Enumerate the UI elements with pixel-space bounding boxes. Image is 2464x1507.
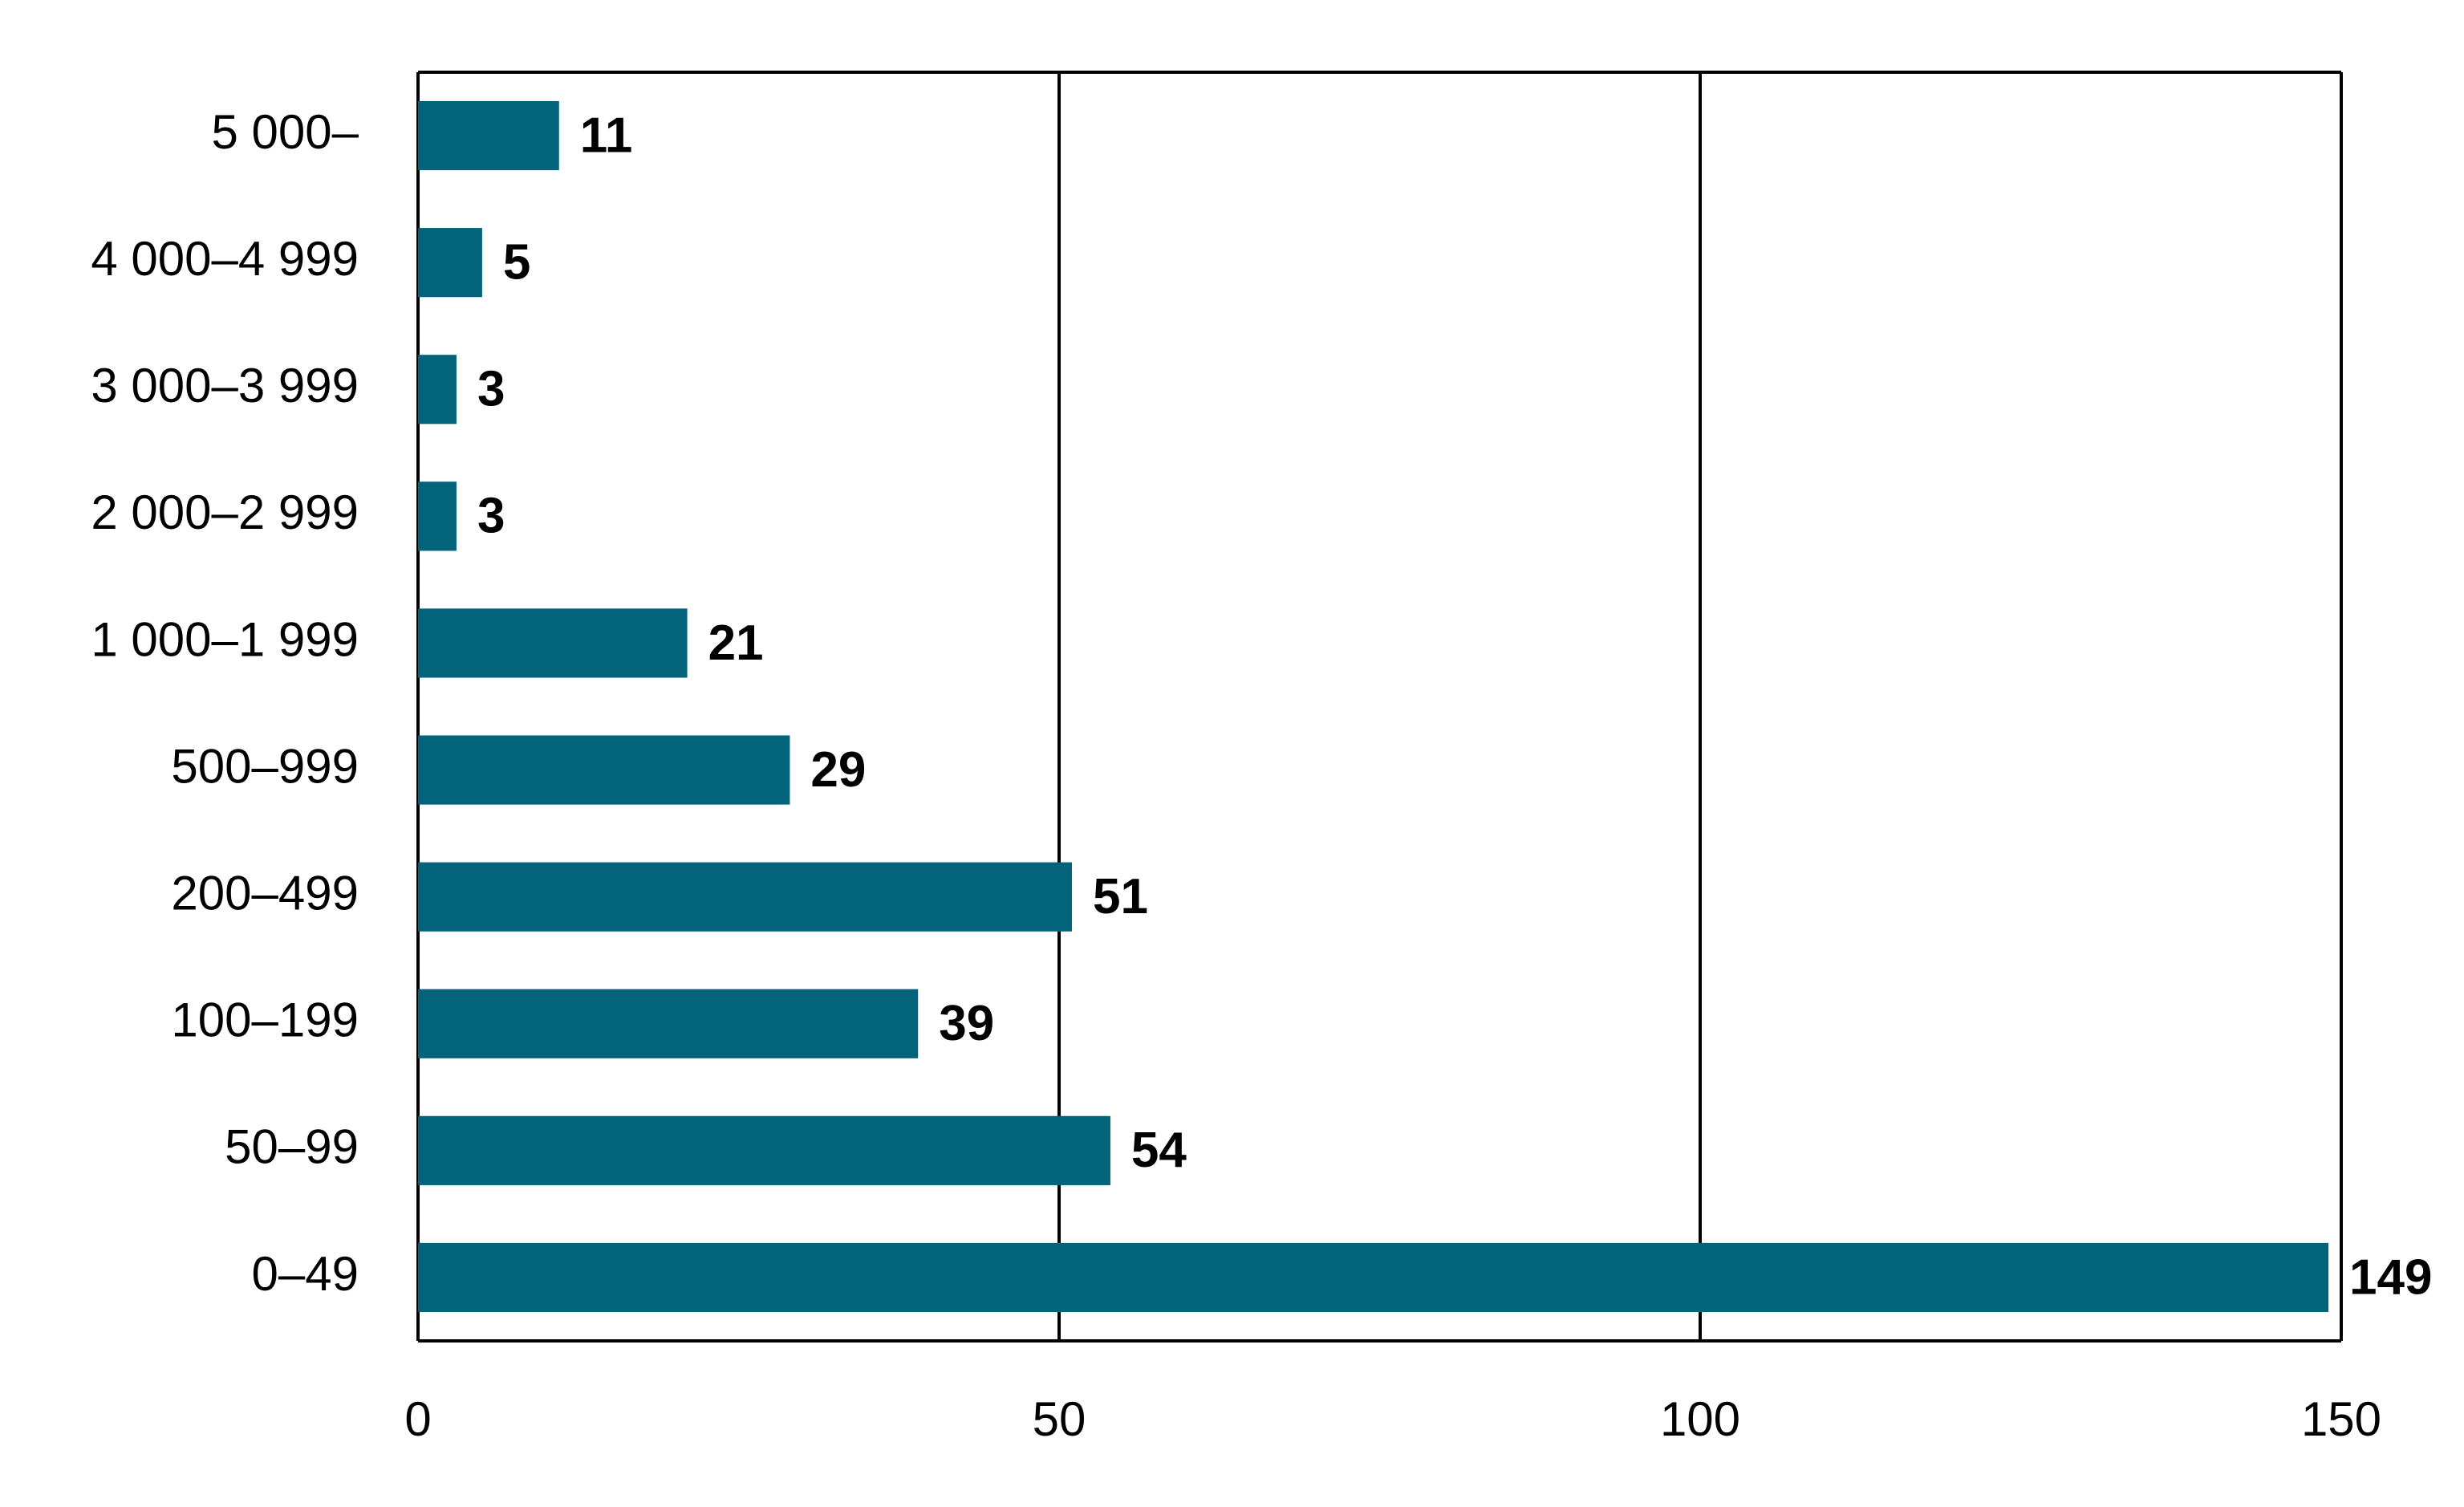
bar	[418, 1115, 1110, 1185]
value-label: 11	[580, 108, 633, 163]
x-tick-label: 50	[1033, 1392, 1086, 1446]
bar	[418, 862, 1072, 932]
y-tick-label: 2 000–2 999	[91, 485, 359, 539]
y-tick-label: 5 000–	[211, 105, 359, 159]
value-label: 149	[2349, 1249, 2432, 1305]
value-label: 29	[810, 742, 866, 798]
bar	[418, 355, 457, 424]
bar	[418, 481, 457, 551]
y-tick-label: 50–99	[225, 1120, 359, 1174]
y-tick-label: 100–199	[171, 993, 359, 1047]
bar	[418, 608, 688, 678]
bar	[418, 989, 919, 1058]
bar	[418, 228, 482, 298]
x-tick-label: 150	[2301, 1392, 2381, 1446]
y-tick-label: 500–999	[171, 739, 359, 793]
x-tick-label: 100	[1660, 1392, 1740, 1446]
value-label: 54	[1131, 1123, 1187, 1178]
value-label: 5	[503, 235, 530, 290]
y-tick-label: 0–49	[252, 1247, 359, 1301]
y-tick-label: 4 000–4 999	[91, 232, 359, 286]
bar	[418, 1242, 2329, 1313]
value-label: 3	[477, 489, 505, 544]
value-label: 39	[939, 996, 994, 1051]
bar	[418, 735, 790, 805]
value-label: 21	[708, 615, 764, 671]
value-label: 3	[477, 362, 505, 417]
y-tick-label: 1 000–1 999	[91, 612, 359, 666]
x-tick-label: 0	[404, 1392, 431, 1446]
value-label: 51	[1093, 869, 1148, 924]
bar	[418, 100, 559, 171]
y-tick-label: 200–499	[171, 866, 359, 920]
y-tick-label: 3 000–3 999	[91, 359, 359, 412]
